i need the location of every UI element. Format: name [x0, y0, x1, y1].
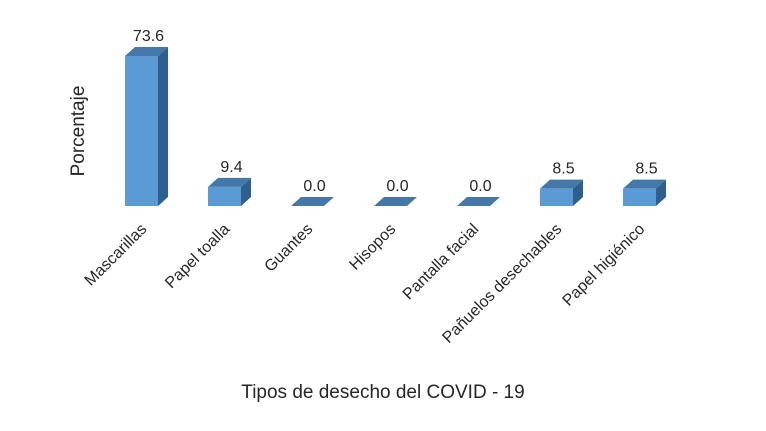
y-axis-title: Porcentaje — [68, 86, 89, 177]
bar-front-papel-toalla — [208, 186, 241, 206]
category-label-pantalla-facial: Pantalla facial — [400, 221, 482, 303]
bar-mascarillas — [125, 47, 168, 206]
bar-top-mascarillas — [125, 47, 168, 56]
bar-side-papel-toalla — [241, 177, 251, 206]
category-label-papel-toalla: Papel toalla — [162, 221, 233, 292]
category-label-papel-higienico: Papel higiénico — [560, 221, 649, 310]
bar-front-panuelos-desechables — [540, 188, 573, 206]
bar-front-mascarillas — [125, 56, 158, 206]
bar-top-pantalla-facial — [457, 197, 500, 206]
bars-group — [125, 47, 666, 206]
bar-pantalla-facial — [457, 197, 500, 206]
data-label-papel-toalla: 9.4 — [220, 159, 242, 176]
bar-papel-higienico — [623, 179, 666, 206]
bar-side-papel-higienico — [656, 179, 666, 206]
bar-side-panuelos-desechables — [573, 179, 583, 206]
bar-guantes — [291, 197, 334, 206]
data-label-panuelos-desechables: 8.5 — [552, 161, 574, 178]
data-label-mascarillas: 73.6 — [133, 28, 164, 45]
data-label-hisopos: 0.0 — [386, 178, 408, 195]
category-label-mascarillas: Mascarillas — [82, 221, 151, 290]
bar-panuelos-desechables — [540, 179, 583, 206]
bar-side-mascarillas — [158, 47, 168, 206]
bar-papel-toalla — [208, 177, 251, 206]
data-label-guantes: 0.0 — [303, 178, 325, 195]
data-label-pantalla-facial: 0.0 — [469, 178, 491, 195]
value-labels-group: 73.6 9.4 0.0 0.0 0.0 8.5 8.5 — [133, 28, 658, 195]
bar-top-hisopos — [374, 197, 417, 206]
category-label-guantes: Guantes — [262, 221, 317, 276]
bar-top-guantes — [291, 197, 334, 206]
bar-front-papel-higienico — [623, 188, 656, 206]
bar-top-papel-higienico — [623, 179, 666, 189]
bar-hisopos — [374, 197, 417, 206]
data-label-papel-higienico: 8.5 — [635, 161, 657, 178]
x-axis-title: Tipos de desecho del COVID - 19 — [241, 382, 524, 403]
category-labels-group: Mascarillas Papel toalla Guantes Hisopos Pan… — [82, 221, 649, 347]
bar-top-panuelos-desechables — [540, 179, 583, 189]
bar-top-papel-toalla — [208, 177, 251, 187]
category-label-hisopos: Hisopos — [346, 221, 399, 274]
